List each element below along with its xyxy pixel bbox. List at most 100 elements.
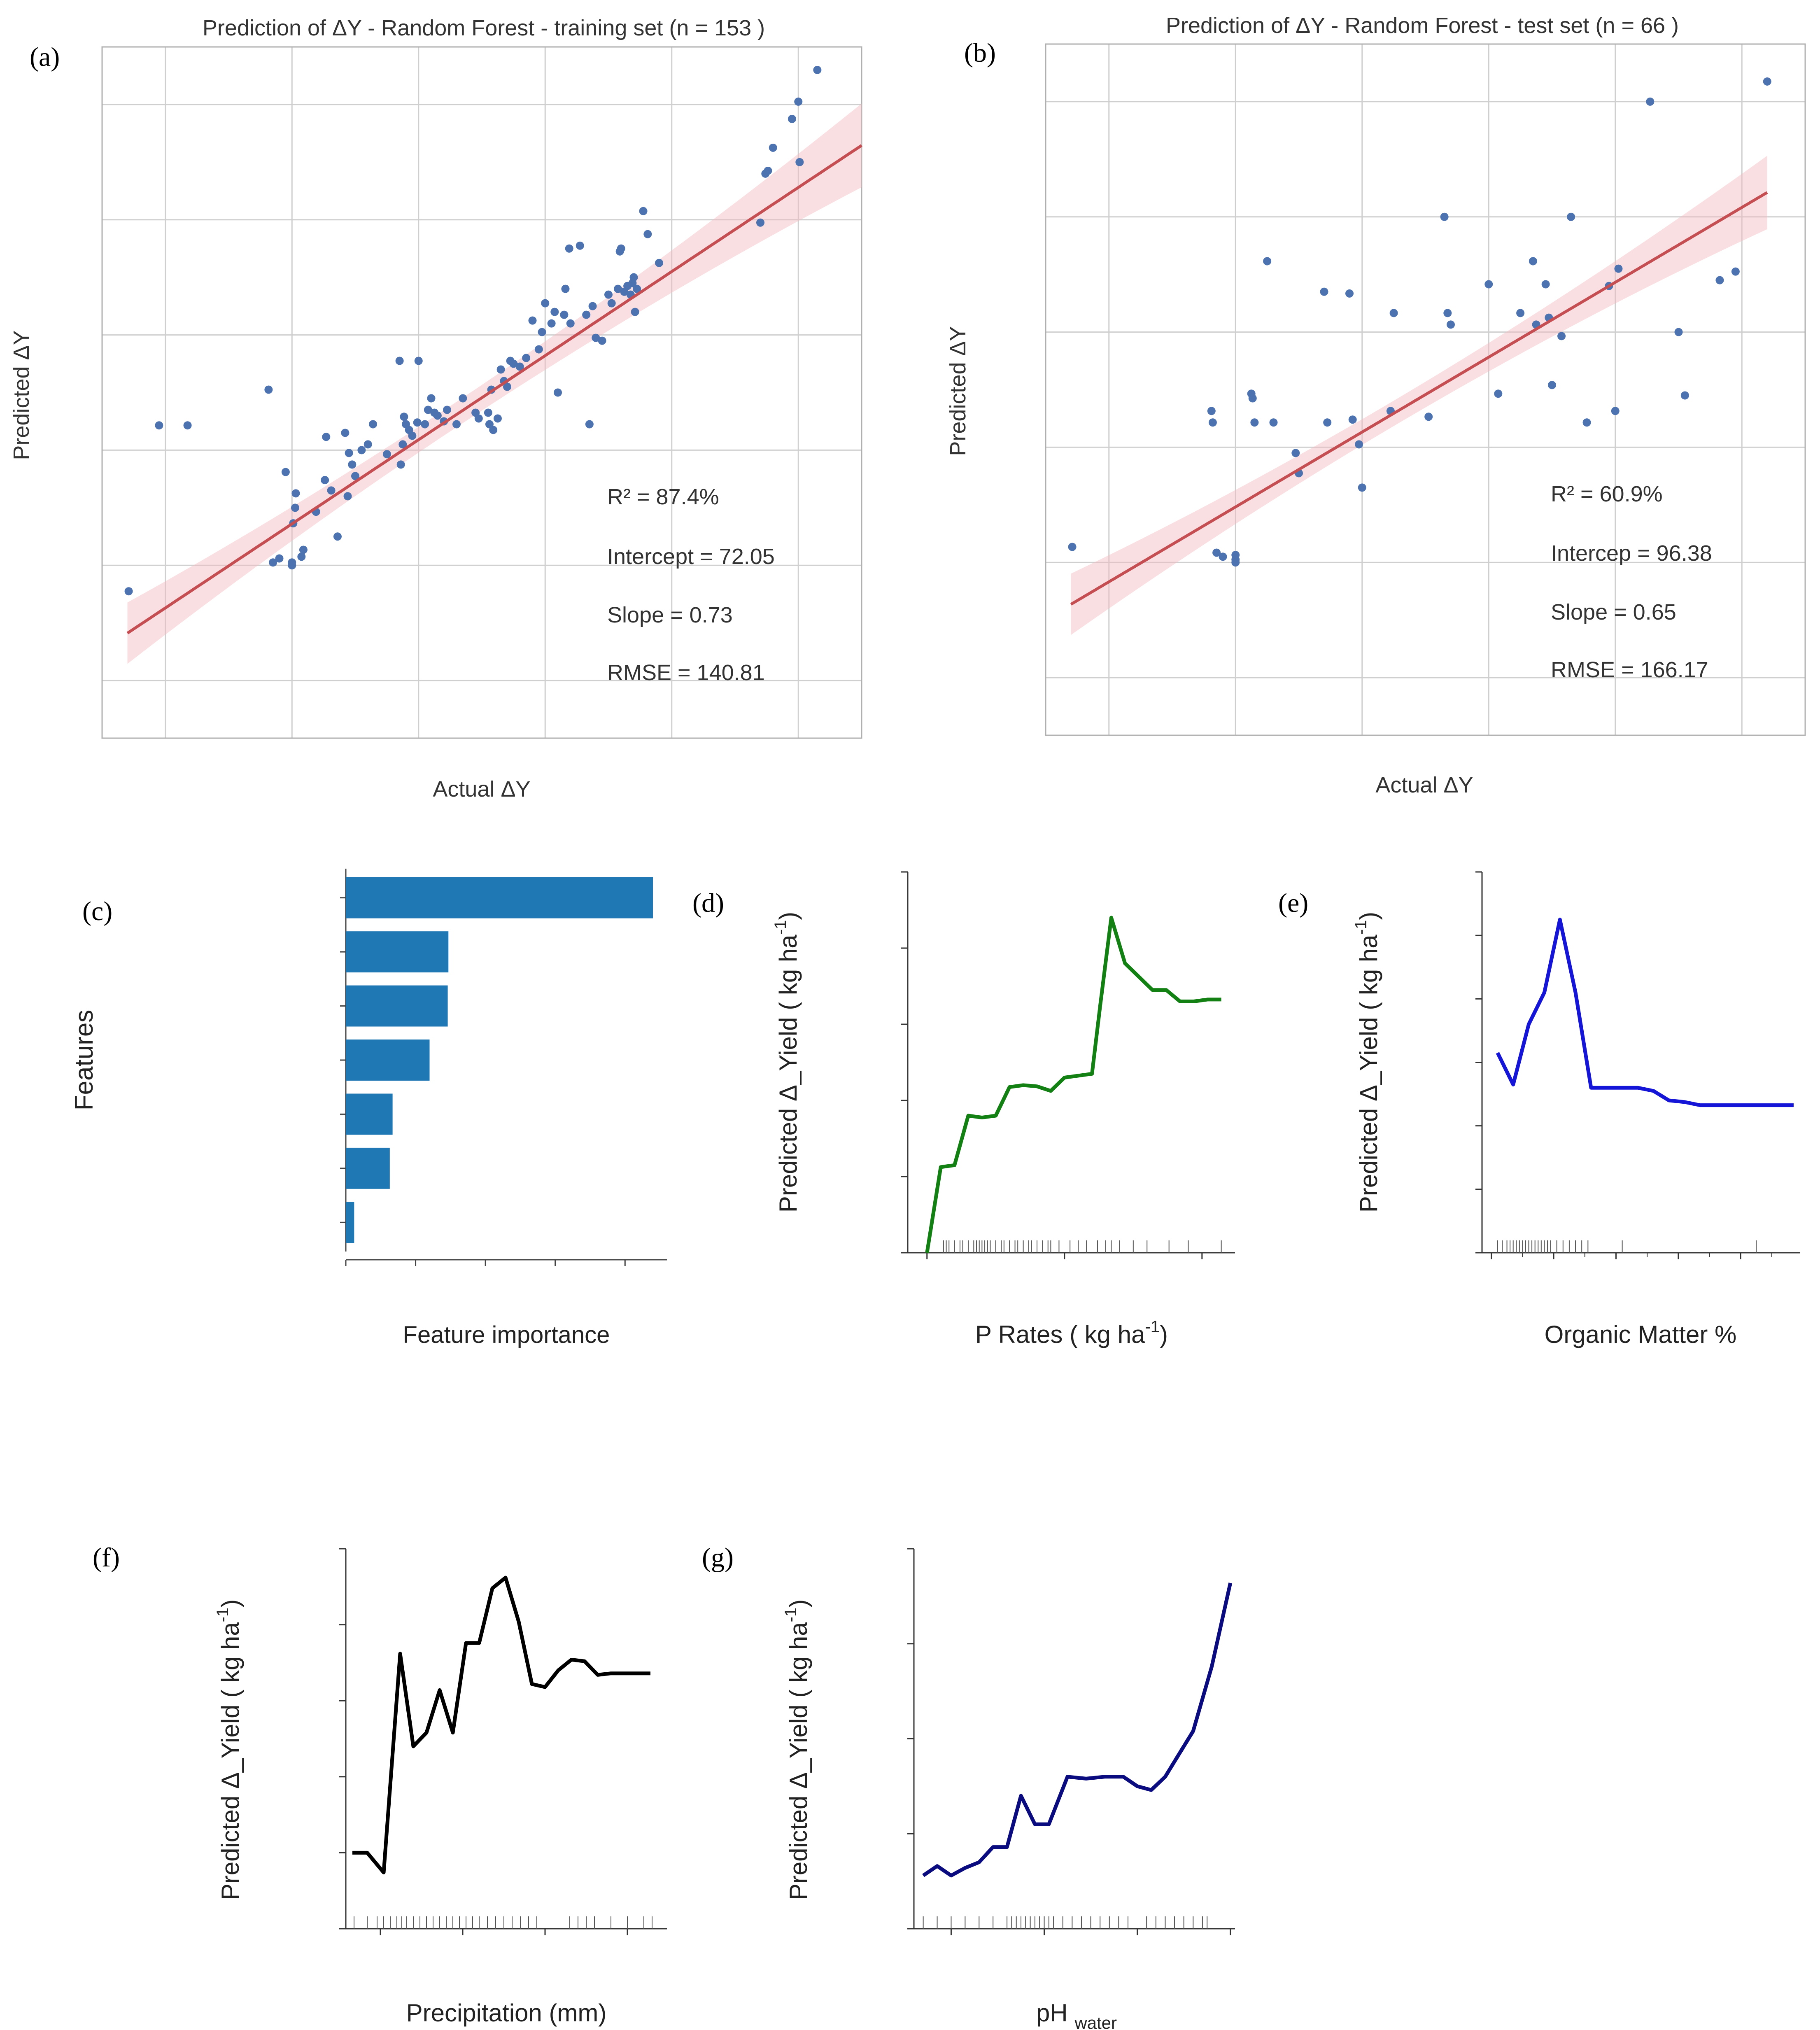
data-point xyxy=(333,532,342,541)
data-point xyxy=(639,207,648,215)
data-point xyxy=(382,450,391,459)
data-point xyxy=(1208,418,1217,427)
data-point xyxy=(433,411,442,420)
data-point xyxy=(788,114,796,123)
data-point xyxy=(395,357,404,365)
regression-line xyxy=(126,144,862,634)
data-point xyxy=(582,310,591,319)
panel-a-intercept: Intercept = 72.05 xyxy=(607,544,775,569)
data-point xyxy=(400,413,408,421)
data-point xyxy=(769,143,777,152)
data-point xyxy=(343,492,352,501)
panel-b-r2: R² = 60.9% xyxy=(1551,482,1663,506)
panel-g-letter: (g) xyxy=(702,1543,734,1573)
data-point xyxy=(264,385,273,394)
panel-f-letter: (f) xyxy=(93,1543,120,1573)
panel-b-xlabel: Actual ΔY xyxy=(1375,773,1473,797)
data-point xyxy=(1263,257,1272,266)
data-point xyxy=(643,230,652,238)
data-point xyxy=(1443,309,1452,317)
panel-a-title: Prediction of ΔY - Random Forest - train… xyxy=(203,16,765,40)
data-point xyxy=(183,421,192,430)
confidence-band xyxy=(127,103,862,664)
data-point xyxy=(794,97,803,106)
data-point xyxy=(528,316,537,325)
data-point xyxy=(592,333,600,342)
data-point xyxy=(554,388,562,397)
data-point xyxy=(547,319,556,328)
data-point xyxy=(1389,309,1398,317)
data-point xyxy=(364,440,372,449)
panel-a-letter: (a) xyxy=(30,42,60,72)
confidence-band xyxy=(1071,156,1767,635)
data-point xyxy=(813,65,822,74)
panel-d-xlabel: P Rates ( kg ha-1) xyxy=(975,1318,1168,1348)
data-point xyxy=(351,472,359,480)
data-point xyxy=(1646,97,1655,106)
data-point xyxy=(269,558,277,567)
data-point xyxy=(1611,407,1620,415)
data-point xyxy=(496,365,505,374)
data-point xyxy=(598,336,606,345)
panel-b-plot xyxy=(1045,43,1806,736)
data-point xyxy=(459,394,467,403)
data-point xyxy=(565,244,573,253)
panel-a-xlabel: Actual ΔY xyxy=(433,777,530,802)
feature-bar xyxy=(346,877,653,918)
panel-g-ylabel: Predicted Δ_Yield ( kg ha-1) xyxy=(782,1599,812,1900)
data-point xyxy=(398,440,407,449)
data-point xyxy=(345,449,353,457)
data-point xyxy=(369,420,378,429)
panel-a-rmse: RMSE = 140.81 xyxy=(607,660,765,685)
data-point xyxy=(493,414,502,423)
data-point xyxy=(299,545,308,554)
panel-e-ylabel: Predicted Δ_Yield ( kg ha-1) xyxy=(1352,912,1382,1212)
data-point xyxy=(1548,381,1556,389)
data-point xyxy=(1219,552,1227,561)
data-point xyxy=(655,259,663,267)
data-point xyxy=(1323,418,1332,427)
panel-d-plot xyxy=(901,871,1235,1259)
data-point xyxy=(452,420,461,429)
panel-a-plot xyxy=(101,46,862,739)
data-point xyxy=(421,420,429,429)
data-point xyxy=(538,328,546,336)
data-point xyxy=(424,406,432,414)
data-point xyxy=(576,241,584,250)
panel-b-rmse: RMSE = 166.17 xyxy=(1551,657,1708,682)
data-point xyxy=(341,429,350,437)
data-point xyxy=(1484,280,1493,289)
panel-c-ylabel: Features xyxy=(70,1010,98,1111)
panel-e-letter: (e) xyxy=(1278,888,1308,918)
data-point xyxy=(1674,328,1683,336)
pdp-line xyxy=(925,916,1221,1253)
data-point xyxy=(631,308,639,316)
data-point xyxy=(1529,257,1537,266)
panel-d: (d) P Rates ( kg ha-1) Predicted Δ_Yield… xyxy=(692,871,1235,1348)
data-point xyxy=(756,218,764,227)
panel-b-annotations: R² = 60.9% Intercep = 96.38 Slope = 0.65… xyxy=(1551,482,1712,682)
data-point xyxy=(427,394,436,403)
data-point xyxy=(607,299,616,308)
panel-g: (g) pH water Predicted Δ_Yield ( kg ha-1… xyxy=(702,1543,1235,2030)
data-point xyxy=(1614,264,1623,273)
panel-e-xlabel: Organic Matter % xyxy=(1545,1321,1737,1348)
panel-f-plot xyxy=(339,1548,667,1935)
data-point xyxy=(155,421,163,430)
plot-frame xyxy=(1045,43,1806,736)
panel-a-annotations: R² = 87.4% Intercept = 72.05 Slope = 0.7… xyxy=(607,485,775,685)
data-point xyxy=(414,357,423,365)
data-point xyxy=(585,420,594,429)
data-point xyxy=(1447,320,1455,329)
feature-bar xyxy=(346,1039,430,1081)
data-point xyxy=(566,319,575,328)
data-point xyxy=(541,299,550,308)
panel-a: (a) Prediction of ΔY - Random Forest - t… xyxy=(9,16,862,802)
feature-bar xyxy=(346,1202,354,1243)
data-point xyxy=(357,446,366,454)
data-point xyxy=(489,426,498,434)
data-point xyxy=(1248,394,1257,403)
data-point xyxy=(1207,407,1216,415)
data-point xyxy=(764,166,772,175)
data-point xyxy=(633,284,641,293)
